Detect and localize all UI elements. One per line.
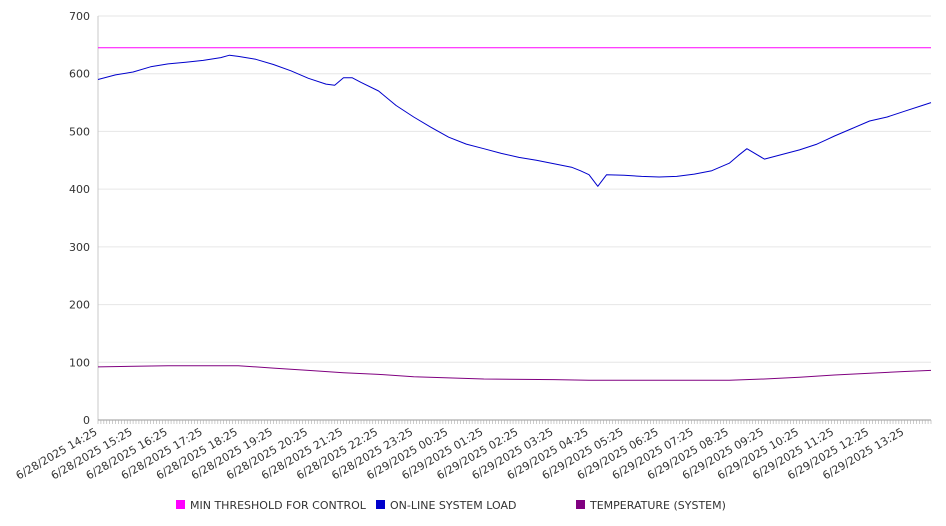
y-tick-label: 200 (69, 299, 90, 312)
series-line-temperature-system (97, 365, 932, 381)
y-tick-label: 0 (83, 414, 90, 427)
grid (98, 15, 931, 363)
series-line-on-line-system-load (97, 54, 932, 187)
series-group (97, 47, 932, 381)
y-tick-label: 600 (69, 68, 90, 81)
y-tick-label: 500 (69, 125, 90, 138)
legend-label: MIN THRESHOLD FOR CONTROL (190, 499, 367, 512)
y-tick-label: 100 (69, 356, 90, 369)
legend-label: ON-LINE SYSTEM LOAD (390, 499, 516, 512)
y-tick-label: 400 (69, 183, 90, 196)
y-tick-label: 300 (69, 241, 90, 254)
y-axis-ticks: 0 100 200 300 400 500 600 700 (69, 10, 90, 427)
legend-swatch (376, 500, 385, 509)
axes (97, 16, 932, 424)
x-axis-ticks: 6/28/2025 14:256/28/2025 15:256/28/2025 … (14, 425, 907, 482)
legend-swatch (176, 500, 185, 509)
legend-label: TEMPERATURE (SYSTEM) (589, 499, 726, 512)
legend: MIN THRESHOLD FOR CONTROL ON-LINE SYSTEM … (176, 499, 726, 512)
y-tick-label: 700 (69, 10, 90, 23)
legend-swatch (576, 500, 585, 509)
